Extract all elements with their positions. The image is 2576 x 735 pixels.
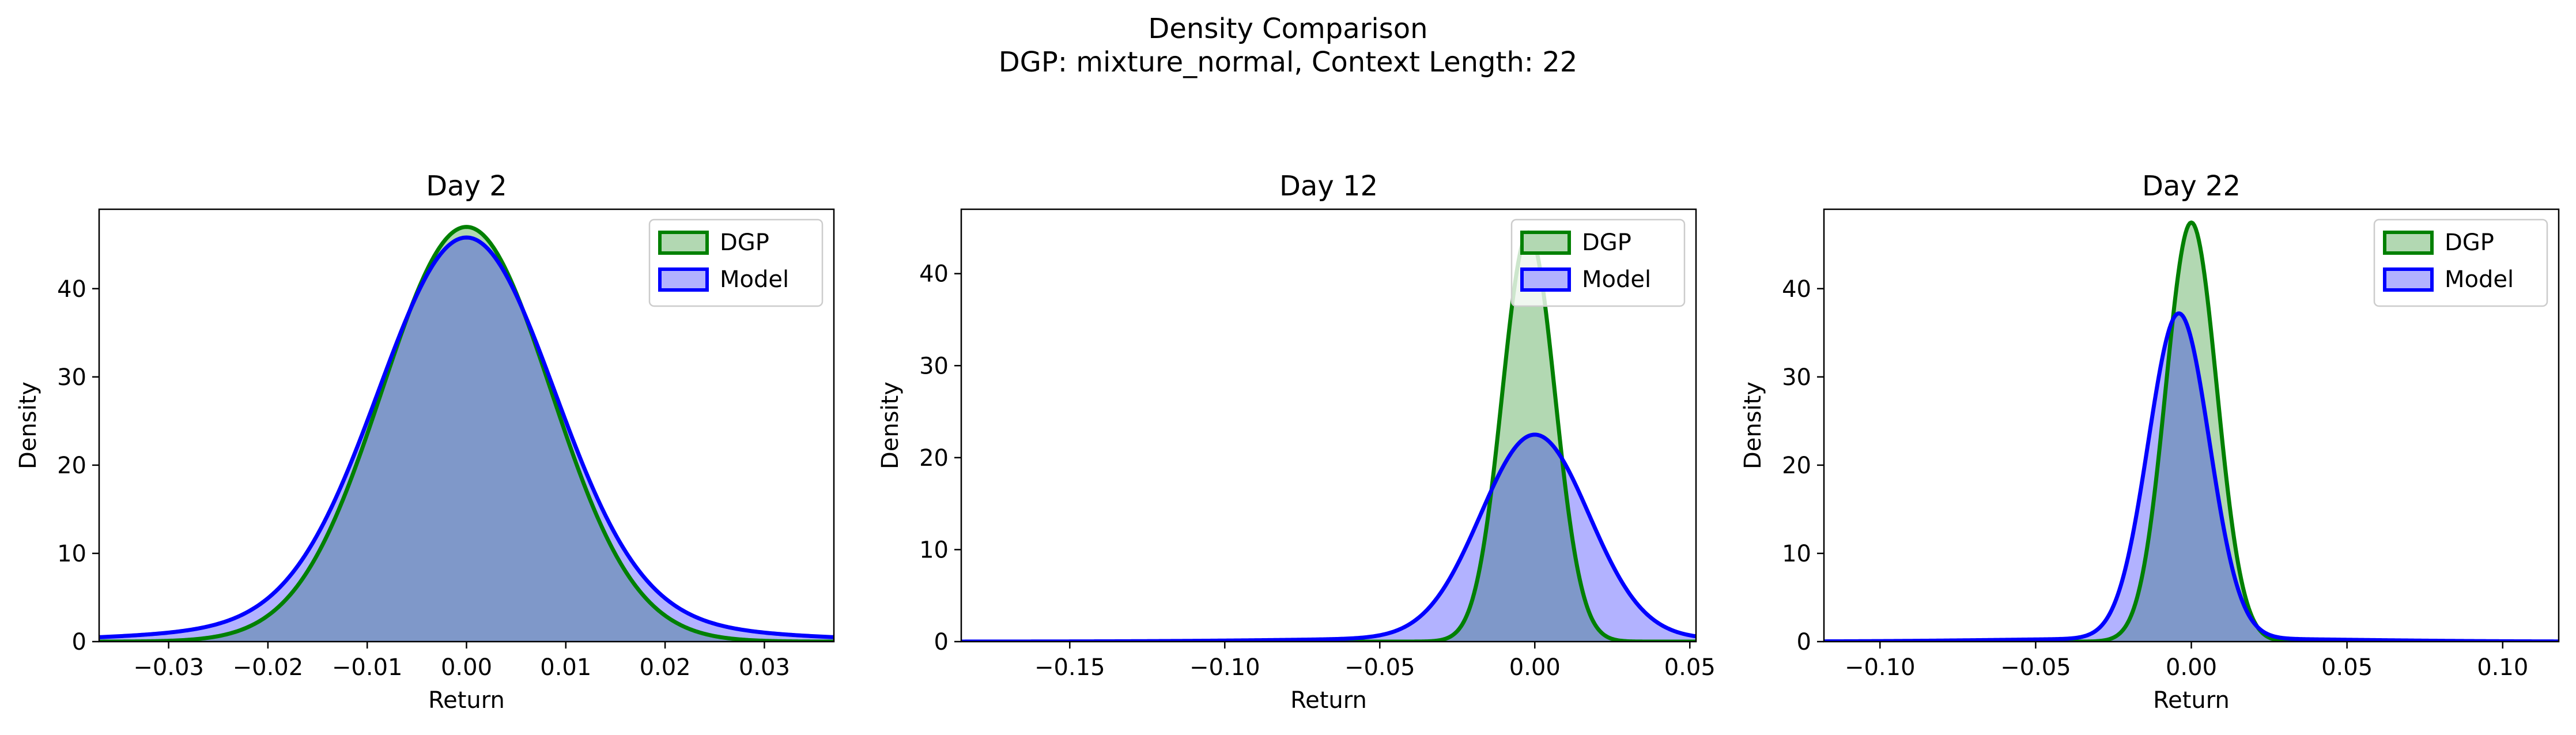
y-tick-label: 30 xyxy=(1782,364,1811,391)
subplot-3: −0.10 −0.05 0.00 0.05 0.10 0 10 20 30 40 Day 22 Ret… xyxy=(1740,170,2560,714)
x-tick-label: 0.00 xyxy=(441,654,492,681)
y-tick-label: 40 xyxy=(1782,276,1811,303)
legend: DGP Model xyxy=(2373,218,2548,307)
y-tick-label: 20 xyxy=(57,453,86,479)
dgp-legend-label: DGP xyxy=(1582,229,1631,256)
y-tick-label: 20 xyxy=(919,445,949,472)
model-legend-swatch xyxy=(2383,267,2434,292)
x-tick-label: 0.03 xyxy=(739,654,790,681)
subplot-title: Day 22 xyxy=(2142,170,2241,202)
y-axis-label: Density xyxy=(15,382,41,469)
x-tick-label: −0.05 xyxy=(2000,654,2071,681)
overlap-density-fill-3 xyxy=(1824,313,2559,642)
y-tick-label: 0 xyxy=(934,629,949,655)
subplot-title: Day 12 xyxy=(1279,170,1378,202)
dgp-legend-swatch xyxy=(658,231,709,255)
model-legend-swatch xyxy=(658,267,709,292)
x-tick-label: 0.02 xyxy=(640,654,691,681)
y-tick-label: 30 xyxy=(919,353,949,379)
model-legend-label: Model xyxy=(1582,266,1651,293)
y-tick-label: 10 xyxy=(1782,541,1811,567)
x-tick-label: −0.02 xyxy=(233,654,304,681)
x-axis-label: Return xyxy=(2153,687,2230,714)
model-legend-label: Model xyxy=(720,266,789,293)
y-axis-label: Density xyxy=(877,382,904,469)
x-tick-label: −0.03 xyxy=(133,654,204,681)
dgp-legend-swatch xyxy=(2383,231,2434,255)
x-tick-label: −0.01 xyxy=(332,654,403,681)
y-tick-label: 20 xyxy=(1782,453,1811,479)
dgp-density-line-3 xyxy=(1824,220,2559,642)
dgp-density-line-2 xyxy=(961,230,1696,642)
figure-title-line2: DGP: mixture_normal, Context Length: 22 xyxy=(999,46,1578,78)
subplot-title: Day 2 xyxy=(426,170,507,202)
x-tick-label: 0.00 xyxy=(1509,654,1561,681)
subplot-2: −0.15 −0.10 −0.05 0.00 0.05 0 10 20 30 40 Day 12 Re… xyxy=(877,170,1716,714)
model-density-line-1 xyxy=(99,235,834,639)
dgp-density-line-1 xyxy=(99,225,834,642)
x-tick-label: 0.05 xyxy=(1664,654,1716,681)
x-tick-label: 0.01 xyxy=(540,654,591,681)
x-tick-label: −0.10 xyxy=(1845,654,1916,681)
y-tick-label: 10 xyxy=(919,537,949,563)
y-tick-label: 40 xyxy=(57,276,86,303)
y-tick-label: 10 xyxy=(57,541,86,567)
legend: DGP Model xyxy=(648,218,824,307)
y-tick-label: 0 xyxy=(72,629,86,655)
x-tick-label: −0.10 xyxy=(1189,654,1260,681)
x-tick-label: −0.15 xyxy=(1034,654,1105,681)
y-tick-label: 40 xyxy=(919,261,949,288)
x-tick-label: −0.05 xyxy=(1344,654,1415,681)
legend: DGP Model xyxy=(1510,218,1686,307)
model-legend-swatch xyxy=(1520,267,1571,292)
subplot-1: −0.03 −0.02 −0.01 0.00 0.01 0.02 0.03 0 10 20 30 40… xyxy=(15,170,835,714)
x-axis-label: Return xyxy=(1290,687,1367,714)
dgp-legend-swatch xyxy=(1520,231,1571,255)
x-axis-label: Return xyxy=(428,687,505,714)
model-density-line-3 xyxy=(1824,311,2559,642)
dgp-legend-label: DGP xyxy=(720,229,769,256)
axes-frame xyxy=(960,208,1697,643)
x-tick-label: 0.05 xyxy=(2321,654,2373,681)
x-tick-label: 0.00 xyxy=(2166,654,2217,681)
y-tick-label: 30 xyxy=(57,364,86,391)
x-tick-label: 0.10 xyxy=(2477,654,2528,681)
overlap-density-fill-2 xyxy=(961,434,1696,642)
dgp-legend-label: DGP xyxy=(2445,229,2494,256)
overlap-density-fill-1 xyxy=(99,237,834,642)
y-tick-label: 0 xyxy=(1797,629,1811,655)
y-axis-label: Density xyxy=(1740,382,1766,469)
model-legend-label: Model xyxy=(2445,266,2514,293)
figure-title-line1: Density Comparison xyxy=(1148,13,1427,45)
